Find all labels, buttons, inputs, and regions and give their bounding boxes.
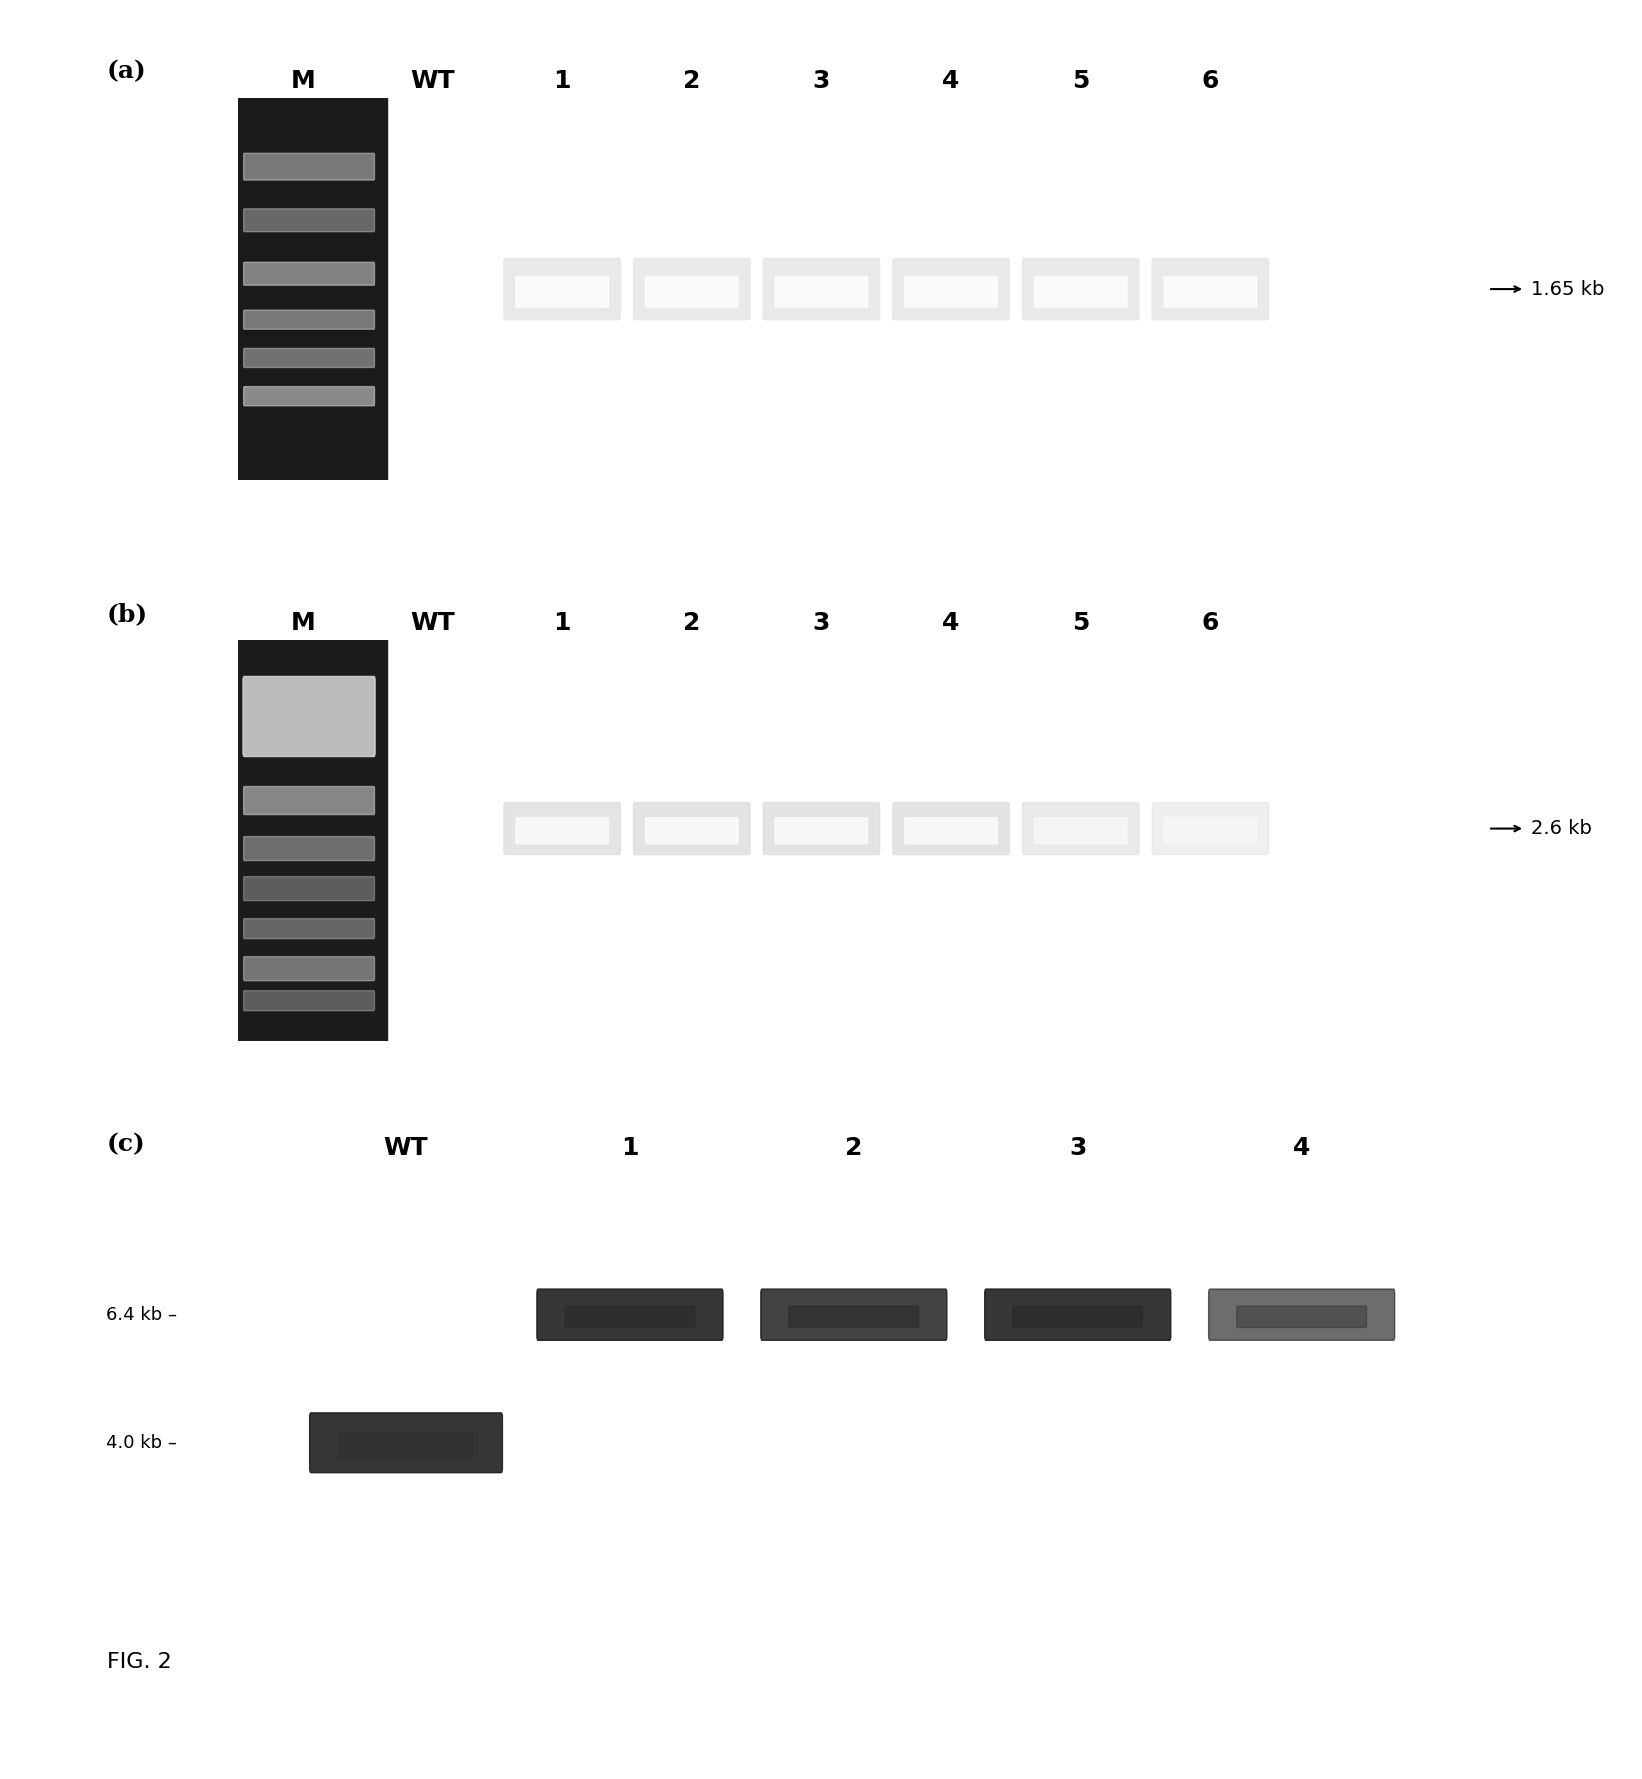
FancyBboxPatch shape	[645, 818, 737, 843]
Text: 4: 4	[943, 612, 961, 635]
Text: 5: 5	[1072, 69, 1089, 93]
FancyBboxPatch shape	[645, 276, 737, 308]
Text: WT: WT	[410, 69, 455, 93]
FancyBboxPatch shape	[338, 1432, 473, 1457]
FancyBboxPatch shape	[788, 1306, 920, 1327]
Text: (a): (a)	[107, 60, 146, 84]
FancyBboxPatch shape	[893, 258, 1010, 320]
FancyBboxPatch shape	[1153, 258, 1269, 320]
FancyBboxPatch shape	[243, 386, 374, 406]
FancyBboxPatch shape	[634, 258, 750, 320]
FancyBboxPatch shape	[1034, 818, 1126, 843]
FancyBboxPatch shape	[243, 918, 374, 939]
Text: (b): (b)	[107, 603, 148, 626]
Text: 6: 6	[1202, 612, 1218, 635]
FancyBboxPatch shape	[760, 1290, 947, 1340]
FancyBboxPatch shape	[243, 786, 374, 815]
FancyBboxPatch shape	[243, 957, 374, 980]
FancyBboxPatch shape	[537, 1290, 722, 1340]
Text: 1.65 kb: 1.65 kb	[1532, 279, 1604, 299]
FancyBboxPatch shape	[905, 276, 997, 308]
Text: 6: 6	[1202, 69, 1218, 93]
FancyBboxPatch shape	[504, 802, 621, 854]
FancyBboxPatch shape	[634, 802, 750, 854]
FancyBboxPatch shape	[243, 991, 374, 1010]
Text: 3: 3	[813, 612, 831, 635]
Text: 4.0 kb –: 4.0 kb –	[105, 1434, 176, 1452]
FancyBboxPatch shape	[1236, 1306, 1366, 1327]
Text: 6.4 kb –: 6.4 kb –	[105, 1306, 176, 1324]
FancyBboxPatch shape	[243, 310, 374, 329]
Text: 4: 4	[943, 69, 961, 93]
FancyBboxPatch shape	[243, 836, 374, 861]
FancyBboxPatch shape	[243, 877, 374, 900]
FancyBboxPatch shape	[1023, 802, 1140, 854]
Text: 3: 3	[1069, 1137, 1087, 1160]
FancyBboxPatch shape	[985, 1290, 1171, 1340]
Text: M: M	[291, 69, 315, 93]
FancyBboxPatch shape	[243, 349, 374, 368]
FancyBboxPatch shape	[504, 258, 621, 320]
Text: 1: 1	[553, 612, 571, 635]
FancyBboxPatch shape	[1034, 276, 1126, 308]
Text: 3: 3	[813, 69, 831, 93]
FancyBboxPatch shape	[1164, 276, 1256, 308]
FancyBboxPatch shape	[764, 258, 880, 320]
FancyBboxPatch shape	[1013, 1306, 1143, 1327]
FancyBboxPatch shape	[905, 818, 997, 843]
FancyBboxPatch shape	[1153, 802, 1269, 854]
FancyBboxPatch shape	[775, 276, 867, 308]
FancyBboxPatch shape	[775, 818, 867, 843]
FancyBboxPatch shape	[243, 153, 374, 180]
FancyBboxPatch shape	[516, 818, 609, 843]
Bar	[238, 98, 388, 480]
Text: WT: WT	[384, 1137, 429, 1160]
FancyBboxPatch shape	[893, 802, 1010, 854]
Text: M: M	[291, 612, 315, 635]
Text: 2: 2	[683, 612, 701, 635]
FancyBboxPatch shape	[243, 262, 374, 285]
FancyBboxPatch shape	[1023, 258, 1140, 320]
Text: 1: 1	[621, 1137, 639, 1160]
Text: 5: 5	[1072, 612, 1089, 635]
Text: WT: WT	[410, 612, 455, 635]
FancyBboxPatch shape	[516, 276, 609, 308]
FancyBboxPatch shape	[1209, 1290, 1394, 1340]
FancyBboxPatch shape	[565, 1306, 695, 1327]
Text: 2: 2	[683, 69, 701, 93]
Text: 1: 1	[553, 69, 571, 93]
FancyBboxPatch shape	[1164, 818, 1256, 843]
FancyBboxPatch shape	[310, 1413, 502, 1473]
FancyBboxPatch shape	[243, 208, 374, 231]
Text: FIG. 2: FIG. 2	[107, 1653, 171, 1672]
Text: (c): (c)	[107, 1133, 146, 1156]
Text: 2: 2	[846, 1137, 862, 1160]
Bar	[238, 640, 388, 1041]
FancyBboxPatch shape	[764, 802, 880, 854]
Text: 2.6 kb: 2.6 kb	[1532, 818, 1593, 838]
Text: 4: 4	[1292, 1137, 1310, 1160]
FancyBboxPatch shape	[243, 676, 374, 756]
